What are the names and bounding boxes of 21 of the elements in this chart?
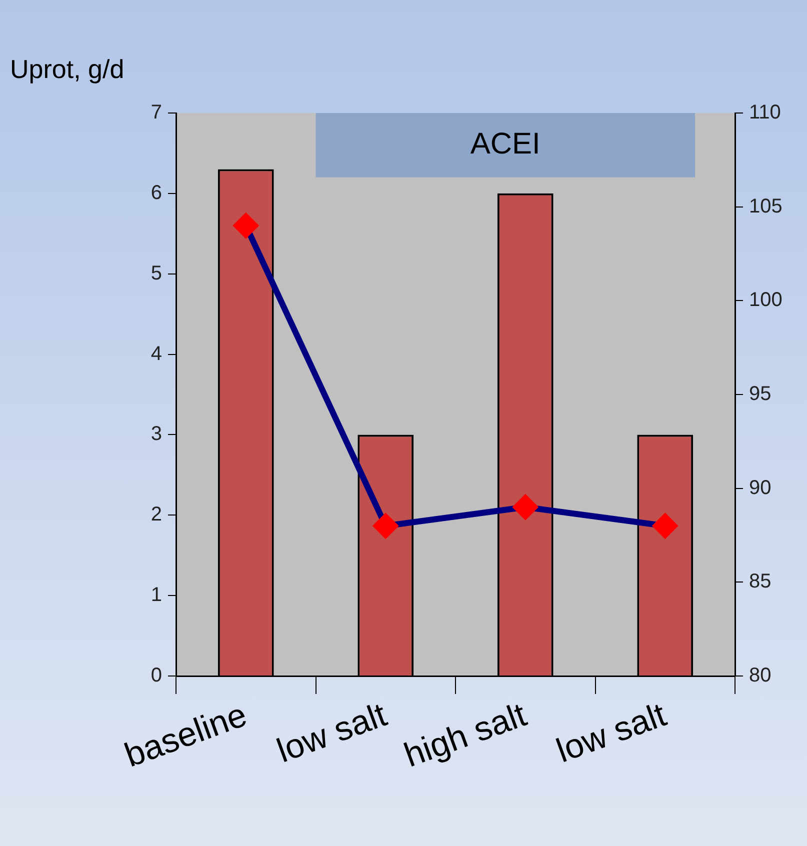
y-tick-label: 0 <box>150 664 162 687</box>
y-tick-label: 2 <box>150 504 162 526</box>
y-tick-label: 7 <box>150 102 162 124</box>
y-tick-label: 3 <box>150 423 162 446</box>
x-tick-label: low salt <box>552 696 672 770</box>
y2-tick-label: 95 <box>749 383 772 406</box>
y-tick-label: 1 <box>150 584 162 606</box>
y-tick-label: 5 <box>150 262 162 284</box>
y2-tick-label: 85 <box>749 570 772 593</box>
y2-tick-label: 110 <box>749 102 781 124</box>
y-axis-title: Uprot, g/d <box>10 54 124 84</box>
x-tick-label: baseline <box>120 696 252 775</box>
x-tick-label: low salt <box>272 696 392 770</box>
y-tick-label: 6 <box>150 182 162 204</box>
y2-tick-label: 105 <box>749 195 782 218</box>
y2-tick-label: 100 <box>749 289 782 312</box>
y2-tick-label: 80 <box>749 664 772 687</box>
y-tick-label: 4 <box>150 342 162 365</box>
x-tick-label: high salt <box>399 696 532 775</box>
band-label: ACEI <box>470 127 540 160</box>
y2-tick-label: 90 <box>749 476 772 499</box>
